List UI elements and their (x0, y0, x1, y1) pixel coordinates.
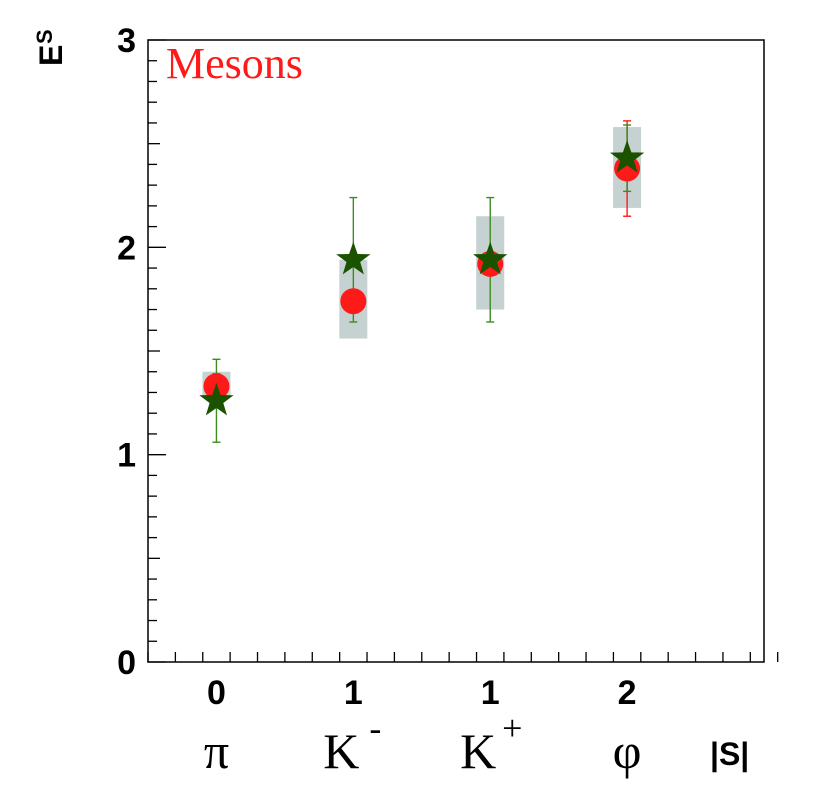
star-marker (199, 382, 234, 416)
particle-label: φ (613, 723, 642, 779)
star-marker (609, 140, 645, 173)
y-axis-title-main: E (33, 45, 69, 66)
y-tick-label: 1 (117, 437, 136, 475)
y-axis-title-superscript: S (32, 29, 57, 44)
data-markers (199, 140, 645, 416)
strangeness-label: 2 (618, 674, 637, 712)
y-axis-ticks (148, 39, 166, 663)
particle-charge-label: + (502, 708, 522, 748)
error-bars (212, 120, 632, 443)
y-tick-label: 0 (117, 644, 136, 682)
star-marker (473, 241, 508, 275)
x-axis-title: |S| (710, 736, 749, 772)
particle-charge-label: - (369, 708, 381, 748)
x-axis-ticks (147, 652, 779, 662)
uncertainty-bands (202, 127, 642, 397)
particle-label: K (460, 723, 496, 779)
particle-label: K (323, 723, 359, 779)
strangeness-label: 1 (344, 674, 363, 712)
y-tick-labels: 0 1 2 3 (117, 22, 136, 682)
plot-frame (147, 39, 765, 663)
y-axis-title: E S (32, 29, 69, 66)
strangeness-label: 0 (207, 674, 226, 712)
particle-label: π (204, 723, 229, 779)
y-tick-label: 2 (117, 229, 136, 267)
y-tick-label: 3 (117, 22, 136, 60)
chart-title: Mesons (166, 39, 303, 88)
star-marker (336, 241, 371, 275)
circle-marker (340, 288, 367, 315)
strangeness-label: 1 (481, 674, 500, 712)
